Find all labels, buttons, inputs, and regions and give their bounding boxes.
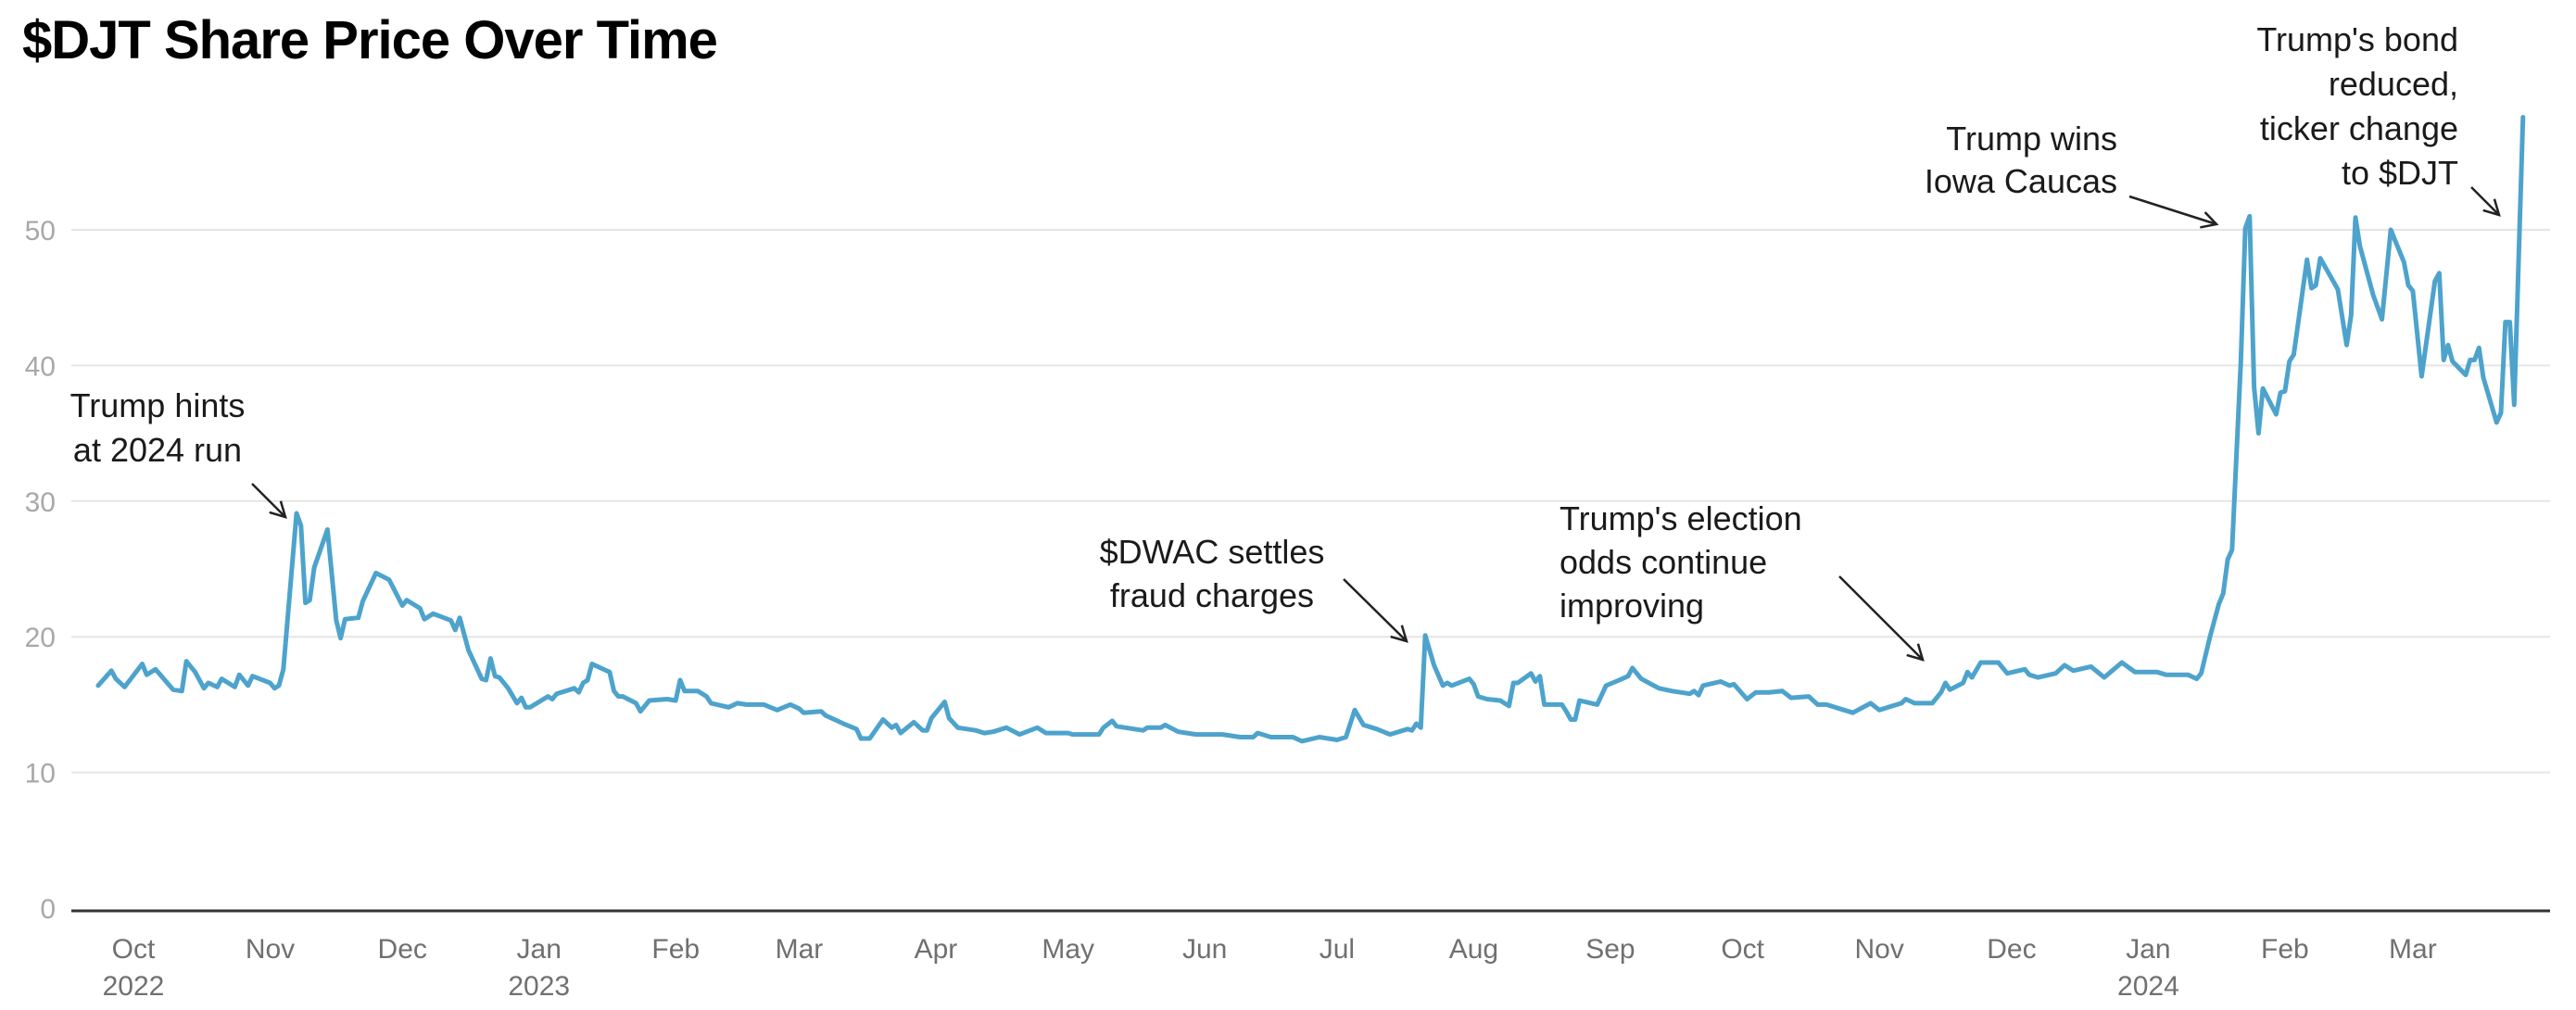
x-tick-year-label: 2023 (508, 971, 570, 1002)
annotation-arrow (2470, 186, 2500, 216)
x-tick-label: Oct (1721, 934, 1764, 965)
annotation-text: improving (1559, 587, 1704, 625)
annotation-arrow (1838, 575, 1924, 661)
x-tick-label: Mar (776, 934, 824, 965)
x-tick-label: May (1042, 934, 1094, 965)
annotation-arrow (1343, 578, 1408, 642)
annotation-text: Trump hints (70, 386, 246, 424)
x-tick-label: Oct (112, 934, 156, 965)
annotation-text: to $DJT (2342, 154, 2458, 192)
annotation-iowa: Trump wins Iowa Caucas (1925, 120, 2219, 229)
series-points (97, 117, 2523, 742)
y-tick-label: 10 (25, 759, 56, 789)
x-tick-label: Mar (2389, 934, 2437, 965)
chart-title: $DJT Share Price Over Time (22, 10, 718, 70)
y-tick-label: 0 (40, 894, 56, 925)
annotation-text: Trump's election (1559, 499, 1802, 537)
arrow-head-icon (269, 500, 287, 519)
annotation-text: fraud charges (1110, 576, 1314, 614)
x-tick-label: Jan (517, 934, 562, 965)
x-tick-label: Aug (1449, 934, 1498, 965)
arrow-head-icon (2482, 198, 2501, 217)
y-axis-ticks: 0 10 20 30 40 50 (25, 216, 56, 925)
y-tick-label: 30 (25, 487, 56, 518)
annotation-text: at 2024 run (73, 431, 242, 469)
annotation-text: reduced, (2329, 65, 2458, 103)
x-tick-year-label: 2024 (2117, 971, 2179, 1002)
annotation-text: Trump wins (1946, 120, 2117, 158)
annotation-arrow (2128, 195, 2217, 226)
y-tick-label: 50 (25, 216, 56, 246)
x-tick-label: Feb (651, 934, 700, 965)
x-tick-label: Nov (246, 934, 295, 965)
x-axis-ticks: Oct 2022 Nov Dec Jan 2023 Feb Mar Apr May Jun Jul Au… (103, 934, 2437, 1002)
annotation-bond: Trump's bond reduced, ticker change to $DJT (2256, 20, 2501, 217)
series-layer (95, 115, 2526, 744)
x-tick-label: Jan (2126, 934, 2170, 965)
annotation-odds: Trump's election odds continue improving (1559, 499, 1925, 662)
x-tick-label: Dec (1987, 934, 2036, 965)
y-tick-label: 40 (25, 351, 56, 382)
x-tick-label: Sep (1585, 934, 1635, 965)
series-line (95, 115, 2526, 744)
annotation-arrow (251, 483, 286, 518)
annotation-hints: Trump hints at 2024 run (70, 386, 287, 519)
x-tick-label: Jun (1182, 934, 1227, 965)
x-tick-label: Feb (2261, 934, 2309, 965)
x-tick-label: Dec (378, 934, 427, 965)
arrow-head-icon (1390, 625, 1408, 643)
y-tick-label: 20 (25, 623, 56, 653)
x-tick-label: Apr (915, 934, 958, 965)
x-tick-label: Nov (1854, 934, 1903, 965)
annotation-dwac: $DWAC settles fraud charges (1100, 533, 1408, 643)
annotation-text: Iowa Caucas (1925, 162, 2117, 200)
arrow-head-icon (1906, 643, 1925, 662)
annotation-text: ticker change (2260, 109, 2458, 147)
arrow-head-icon (2200, 211, 2219, 229)
x-tick-label: Jul (1320, 934, 1355, 965)
annotation-text: odds continue (1559, 543, 1767, 581)
annotation-text: $DWAC settles (1100, 533, 1325, 571)
annotation-text: Trump's bond (2256, 20, 2458, 58)
gridlines (71, 229, 2550, 774)
x-tick-year-label: 2022 (103, 971, 165, 1002)
annotations: Trump hints at 2024 run $DWAC settles fraud… (70, 20, 2501, 662)
